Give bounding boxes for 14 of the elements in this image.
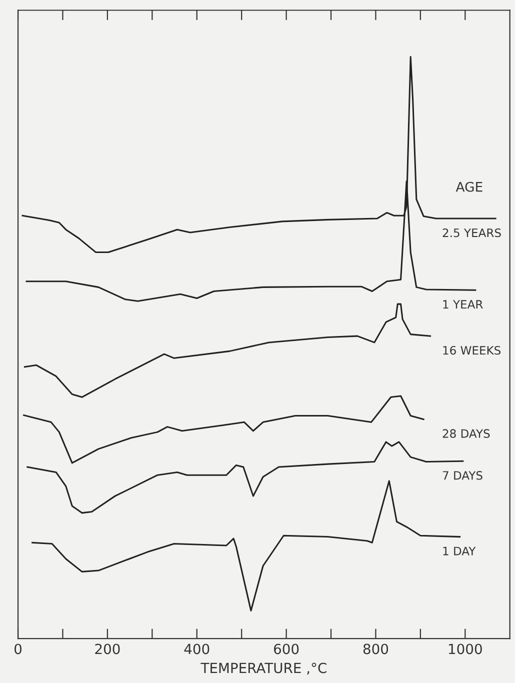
legend-title: AGE	[456, 182, 482, 192]
series-label: 1 YEAR	[443, 300, 483, 309]
series-label: 2.5 YEARS	[442, 228, 501, 238]
x-tick-label: 200	[95, 644, 120, 654]
x-tick-label: 0	[14, 644, 22, 654]
x-tick-label: 800	[363, 644, 388, 654]
series-label: 28 DAYS	[442, 429, 490, 438]
x-axis-title: TEMPERATURE ,°C	[200, 662, 326, 675]
series-label: 7 DAYS	[442, 471, 482, 480]
x-tick-label: 600	[274, 644, 299, 654]
series-label: 1 DAY	[443, 546, 476, 556]
x-tick-label: 400	[184, 644, 210, 654]
series-label: 16 WEEKS	[443, 346, 501, 355]
x-tick-label: 1000	[448, 644, 482, 654]
